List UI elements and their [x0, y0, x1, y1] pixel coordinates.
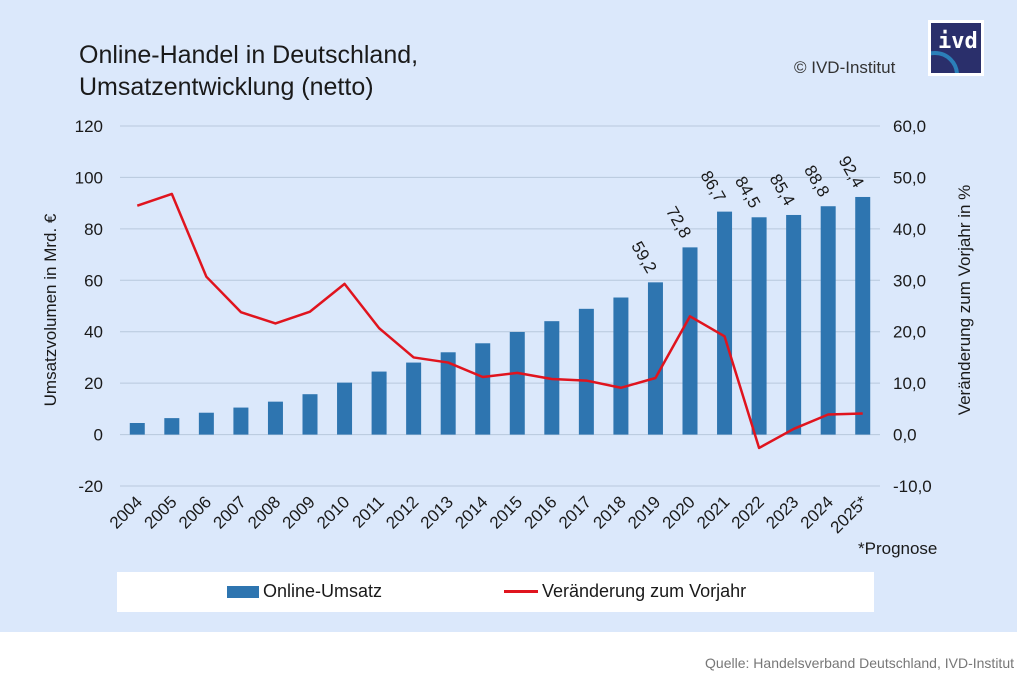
x-tick-label: 2006 [175, 492, 215, 532]
legend-line-swatch [504, 590, 538, 593]
bar [682, 247, 698, 435]
source-text: Quelle: Handelsverband Deutschland, IVD-… [705, 655, 1014, 671]
bar [164, 418, 180, 435]
x-tick-label: 2019 [624, 492, 664, 532]
x-tick-label: 2007 [210, 492, 250, 532]
line-veraenderung [136, 192, 863, 450]
y-axis-right: -10,0 0,0 10,0 20,0 30,0 40,0 50,0 60,0 [893, 117, 932, 496]
bar [509, 331, 525, 435]
legend-item-veraenderung: Veränderung zum Vorjahr [504, 581, 746, 602]
y2-tick-label: 30,0 [893, 271, 926, 290]
x-tick-label: 2021 [693, 492, 733, 532]
bar [371, 371, 387, 435]
bars [129, 196, 871, 435]
bar [475, 343, 491, 435]
data-label: 84,5 [731, 173, 764, 211]
legend: Online-Umsatz Veränderung zum Vorjahr [117, 572, 874, 612]
bar [751, 217, 767, 435]
data-label: 88,8 [800, 162, 833, 200]
data-label: 92,4 [835, 153, 868, 191]
y2-tick-label: 40,0 [893, 220, 926, 239]
y-tick-label: 20 [84, 374, 103, 393]
bar [717, 211, 733, 435]
x-tick-label: 2008 [244, 492, 284, 532]
x-tick-label: 2015 [486, 492, 526, 532]
x-tick-label: 2013 [417, 492, 457, 532]
y2-tick-label: 20,0 [893, 323, 926, 342]
bar [786, 214, 802, 435]
bar [613, 297, 629, 435]
copyright-text: © IVD-Institut [794, 58, 896, 77]
y-axis-left: -20 0 20 40 60 80 100 120 [75, 117, 103, 496]
y2-axis-title: Veränderung zum Vorjahr in % [955, 185, 974, 416]
y-tick-label: 40 [84, 323, 103, 342]
x-tick-label: 2025* [827, 492, 872, 537]
x-tick-label: 2011 [349, 492, 388, 531]
bar [855, 196, 871, 435]
x-tick-label: 2023 [762, 492, 802, 532]
y-tick-label: 100 [75, 168, 103, 187]
legend-label: Online-Umsatz [263, 581, 383, 601]
x-tick-label: 2014 [451, 492, 491, 532]
y-tick-label: 80 [84, 220, 103, 239]
y2-tick-label: 60,0 [893, 117, 926, 136]
bar [440, 352, 456, 435]
x-tick-label: 2020 [659, 492, 699, 532]
y2-tick-label: 10,0 [893, 374, 926, 393]
x-tick-label: 2009 [279, 492, 319, 532]
x-tick-label: 2010 [313, 492, 353, 532]
data-label: 72,8 [662, 203, 695, 241]
bar [647, 282, 663, 435]
x-axis: 2004200520062007200820092010201120122013… [106, 492, 872, 537]
y2-tick-label: -10,0 [893, 477, 932, 496]
bar [267, 401, 283, 435]
y-tick-label: 120 [75, 117, 103, 136]
bar [820, 206, 836, 435]
bar [233, 407, 249, 435]
footnote: *Prognose [858, 539, 937, 558]
x-tick-label: 2012 [382, 492, 422, 532]
title-line-2: Umsatzentwicklung (netto) [79, 73, 374, 101]
title-line-1: Online-Handel in Deutschland, [79, 41, 419, 69]
logo-text: ivd [938, 29, 978, 54]
legend-item-online-umsatz: Online-Umsatz [227, 581, 382, 602]
x-tick-label: 2022 [728, 492, 768, 532]
chart-panel [0, 0, 1017, 632]
y-axis-title: Umsatzvolumen in Mrd. € [41, 213, 60, 406]
y-tick-label: 0 [94, 426, 103, 445]
x-tick-label: 2005 [140, 492, 180, 532]
y2-tick-label: 0,0 [893, 426, 917, 445]
bar [406, 362, 422, 435]
data-label: 86,7 [697, 167, 730, 205]
chart-title: Online-Handel in Deutschland, Umsatzentw… [79, 39, 418, 103]
bar [578, 308, 594, 435]
x-tick-label: 2017 [555, 492, 595, 532]
data-label: 85,4 [766, 171, 799, 209]
legend-label: Veränderung zum Vorjahr [542, 581, 747, 601]
x-tick-label: 2016 [520, 492, 560, 532]
x-tick-label: 2018 [590, 492, 630, 532]
legend-bar-swatch [227, 585, 259, 598]
line-series [136, 192, 863, 450]
bar [129, 423, 145, 435]
y2-tick-label: 50,0 [893, 168, 926, 187]
bar [337, 382, 353, 435]
data-label: 59,2 [627, 238, 660, 276]
y-tick-label: -20 [78, 477, 103, 496]
bar [302, 394, 318, 435]
y-tick-label: 60 [84, 271, 103, 290]
ivd-logo: ivd [928, 20, 984, 76]
bar [198, 412, 214, 435]
x-tick-label: 2004 [106, 492, 146, 532]
